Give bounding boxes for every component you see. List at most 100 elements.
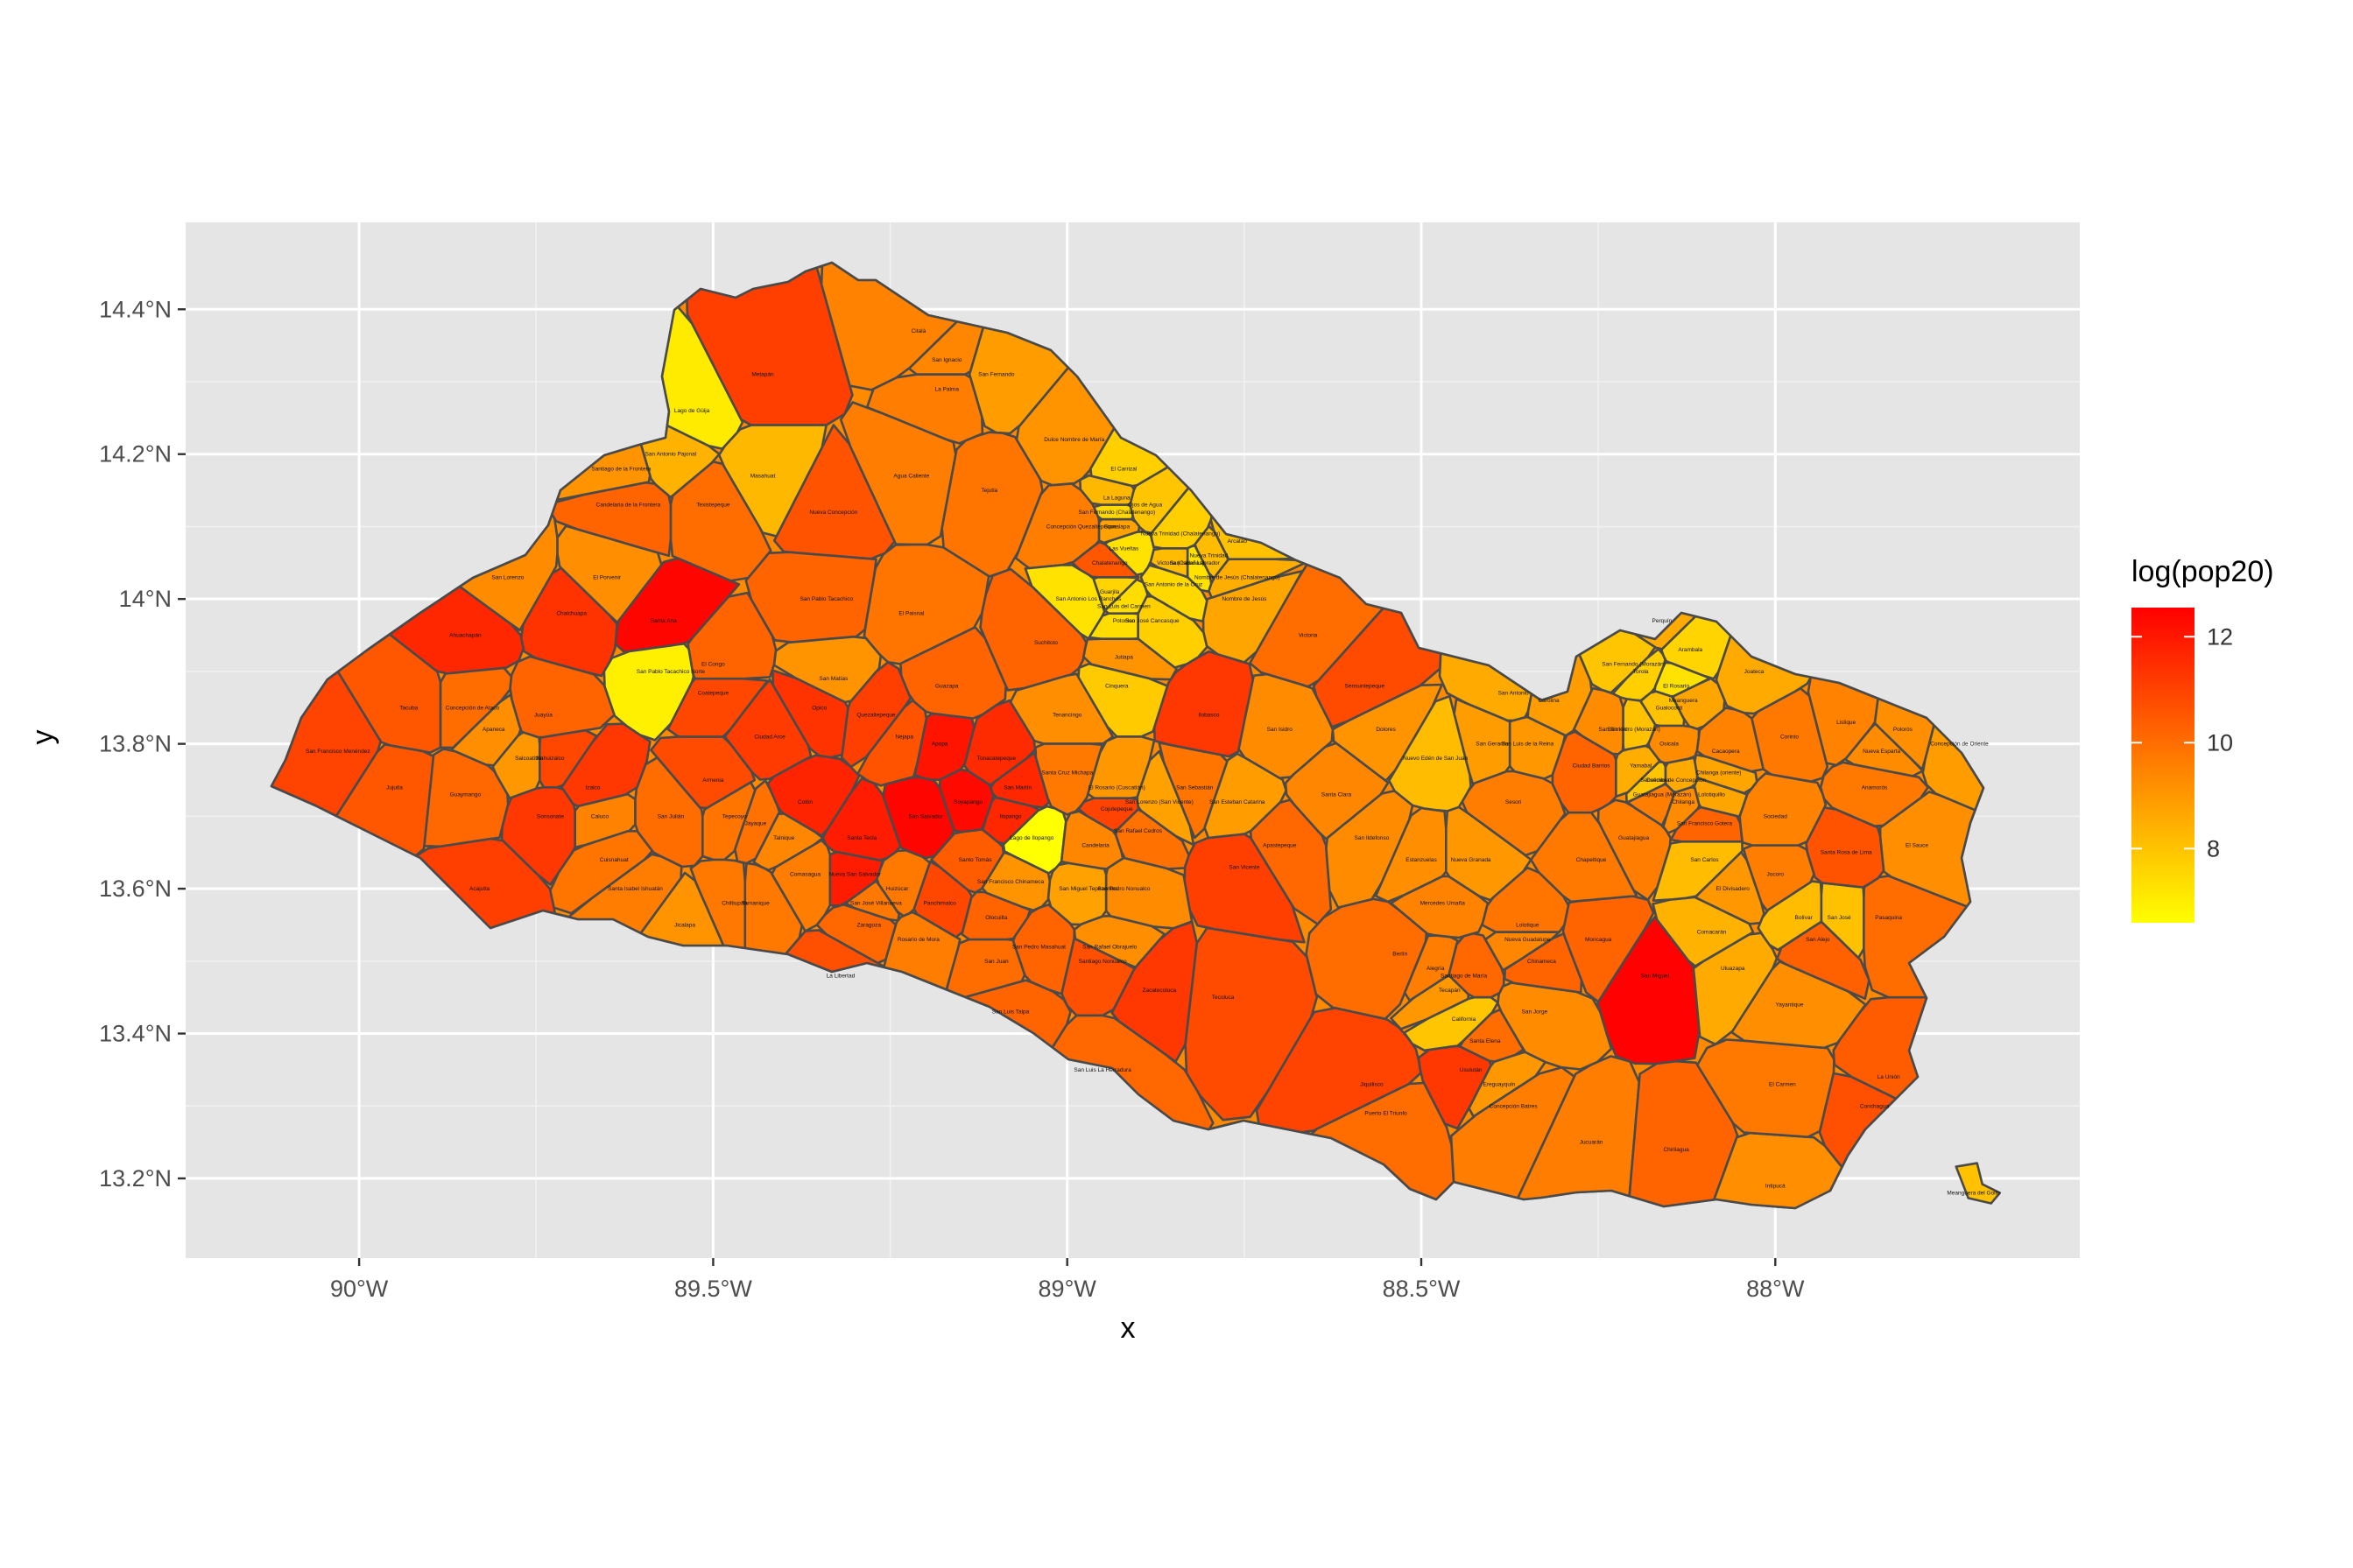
municipality-label: Chiltiupán	[722, 901, 747, 907]
municipality-label: Nueva Guadalupe	[1504, 937, 1551, 943]
municipality-polygon[interactable]	[1664, 756, 1699, 793]
municipality-polygon[interactable]	[1751, 687, 1829, 783]
municipality-label: El Porvenir	[593, 574, 622, 580]
municipality-label: El Paisnal	[898, 611, 924, 617]
municipality-label: Tonacatepeque	[977, 756, 1017, 762]
municipality-label: El Rosario	[1663, 683, 1689, 689]
municipality-label: San Antonio de la Cruz	[1145, 582, 1203, 588]
municipality-label: San Luis Talpa	[992, 1009, 1030, 1016]
municipality-label: Armenia	[702, 777, 724, 784]
municipality-polygon[interactable]	[602, 643, 695, 742]
municipality-polygon[interactable]	[1694, 851, 1765, 925]
legend-title: log(pop20)	[2131, 555, 2274, 588]
municipality-label: San Luis de la Reina	[1501, 742, 1553, 748]
municipality-label: Jucuarán	[1580, 1140, 1603, 1146]
municipality-label: Masahuat	[750, 474, 776, 480]
municipality-label: Suchitoto	[1034, 640, 1058, 646]
municipality-polygon[interactable]	[1073, 914, 1166, 969]
municipality-label: Nombre de Jesús	[1222, 596, 1267, 602]
y-axis-title: y	[26, 730, 60, 745]
municipality-label: Nuevo Edén de San Juan	[1403, 756, 1468, 762]
municipality-polygon[interactable]	[1611, 648, 1666, 702]
municipality-label: Jiquilisco	[1360, 1081, 1384, 1087]
municipality-polygon[interactable]	[1103, 578, 1149, 615]
municipality-label: Concepción Batres	[1490, 1103, 1539, 1109]
municipality-label: Coatepeque	[698, 691, 729, 697]
municipality-label: Intipucá	[1765, 1183, 1786, 1189]
municipality-polygon[interactable]	[1087, 735, 1156, 799]
municipality-label: San Alejo	[1806, 937, 1830, 943]
municipality-label: Cojutepeque	[1101, 806, 1133, 812]
municipality-label: Osicala	[1659, 742, 1679, 748]
municipality-label: San Esteban Catarina	[1209, 799, 1265, 805]
municipality-label: Cuisnahuat	[600, 857, 629, 863]
municipality-label: Talnique	[773, 835, 795, 841]
municipality-label: Santa Cruz Michapa	[1041, 770, 1093, 777]
municipality-polygon[interactable]	[1513, 1055, 1641, 1264]
municipality-polygon[interactable]	[556, 524, 663, 624]
municipality-polygon[interactable]	[1453, 698, 1511, 785]
municipality-label: Tejutla	[981, 488, 997, 494]
municipality-label: California	[1452, 1016, 1476, 1023]
municipality-label: Usulután	[1460, 1067, 1483, 1073]
municipality-label: Chalchuapa	[556, 611, 587, 617]
municipality-polygon[interactable]	[1374, 806, 1448, 904]
municipality-label: Joateca	[1744, 669, 1765, 675]
municipality-label: Agua Caliente	[893, 474, 929, 480]
island-polygon[interactable]	[1955, 1162, 2002, 1205]
municipality-label: El Carmen	[1769, 1081, 1796, 1087]
municipality-polygon[interactable]	[1077, 662, 1169, 738]
municipality-label: Jutiapa	[1115, 654, 1133, 660]
municipality-polygon[interactable]	[1653, 661, 1711, 698]
municipality-label: San Francisco Menéndez	[306, 749, 370, 755]
municipality-polygon[interactable]	[1468, 1051, 1547, 1118]
municipality-polygon[interactable]	[1483, 931, 1560, 972]
municipality-polygon[interactable]	[1046, 861, 1108, 926]
municipality-label: San Carlos	[1690, 857, 1719, 863]
municipality-polygon[interactable]	[1136, 749, 1195, 847]
municipality-label: Tacuba	[399, 705, 418, 711]
municipality-label: Santa Ana	[651, 618, 677, 624]
municipality-label: San José Villanueva	[850, 901, 902, 907]
municipality-label: San José	[1828, 915, 1851, 921]
municipality-polygon[interactable]	[1403, 995, 1499, 1052]
municipality-polygon[interactable]	[1624, 760, 1667, 804]
municipality-label: Texistepeque	[696, 503, 730, 509]
municipality-label: San Simón	[1598, 727, 1626, 733]
municipality-label: Nahuizalco	[536, 756, 565, 762]
x-tick-label: 88.5°W	[1383, 1276, 1461, 1302]
municipality-label: Metapán	[751, 372, 774, 378]
municipality-label: Chilanga (oriente)	[1696, 770, 1742, 777]
municipality-label: Las Vueltas	[1110, 545, 1139, 552]
municipality-label: Santiago de María	[1441, 973, 1488, 979]
municipality-label: San Isidro	[1267, 727, 1293, 733]
municipality-label: Ciudad Arce	[754, 734, 786, 740]
municipality-polygon[interactable]	[1694, 753, 1758, 795]
municipality-label: Apopa	[932, 742, 948, 748]
municipality-label: San Pedro Nonualco	[1097, 886, 1150, 892]
x-axis: 90°W 89.5°W 89°W 88.5°W 88°W	[330, 1258, 1805, 1302]
municipality-label: Nejapa	[895, 734, 913, 740]
municipality-label: Apaneca	[483, 727, 505, 733]
municipality-polygon[interactable]	[1573, 686, 1624, 756]
municipality-label: Acajutla	[469, 886, 490, 892]
municipality-label: Concepción de Oriente	[1930, 742, 1989, 748]
municipality-polygon[interactable]	[1079, 474, 1136, 506]
municipality-polygon[interactable]	[1002, 805, 1067, 875]
municipality-label: Santiago de la Frontera	[591, 466, 651, 472]
municipality-label: Sensembra	[1640, 777, 1670, 784]
municipality-label: San Sebastián	[1176, 784, 1214, 791]
municipality-label: Mercedes Umaña	[1420, 901, 1466, 907]
municipality-polygon[interactable]	[1097, 517, 1141, 545]
municipality-label: Izalco	[585, 784, 600, 791]
y-tick-label: 14.2°N	[99, 441, 172, 468]
municipality-label: Delicias de Concepción	[1646, 777, 1706, 784]
municipality-label: Jayaque	[745, 821, 767, 827]
municipality-label: Chilanga	[1672, 799, 1694, 805]
legend-ticks: 12 10 8	[2131, 623, 2233, 861]
municipality-polygon[interactable]	[1186, 544, 1213, 593]
municipality-labels: Metapán Citalá San Ignacio San Fernando La P…	[306, 328, 2000, 1196]
municipality-label: Victoria (Cabañas)	[1157, 560, 1204, 566]
municipality-label: Nueva Trinidad (Chalatenango)	[1141, 531, 1220, 538]
municipality-label: Opico	[812, 705, 827, 711]
